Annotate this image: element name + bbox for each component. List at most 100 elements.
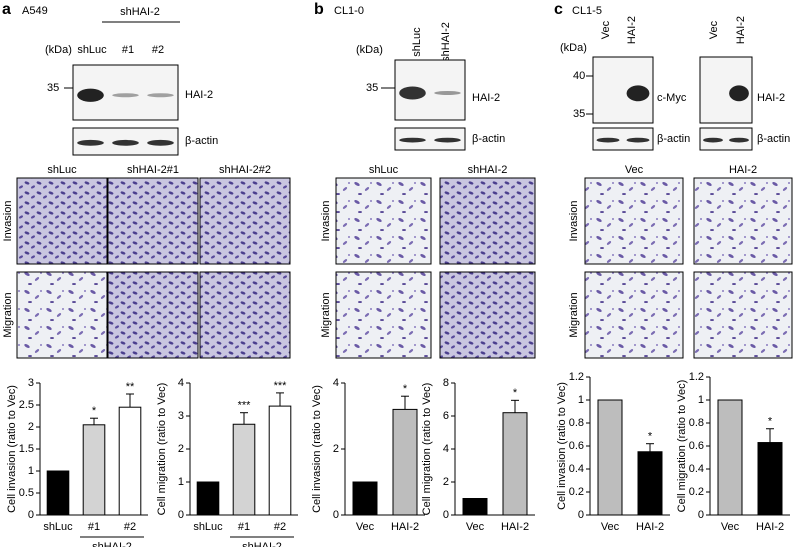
lane-label: shHAI-2	[440, 22, 452, 62]
image-column-label: shHAI-2#2	[219, 164, 271, 176]
bar	[717, 399, 743, 516]
band	[147, 93, 174, 98]
micrograph	[16, 177, 108, 265]
band	[434, 137, 461, 143]
panel-letter: c	[554, 1, 563, 18]
x-tick-label: Vec	[356, 521, 375, 533]
x-tick-label: #2	[124, 521, 136, 533]
lane-label: Vec	[600, 20, 612, 39]
bar	[352, 481, 378, 516]
y-axis-label: Cell migration (ratio to Vec)	[676, 380, 688, 513]
micrograph	[199, 271, 291, 359]
panel-letter: b	[314, 1, 324, 18]
cell-line: A549	[22, 5, 48, 17]
y-tick-label: 2	[443, 476, 449, 488]
x-tick-label: HAI-2	[501, 521, 529, 533]
image-row-label: Migration	[320, 292, 332, 337]
x-tick-label: #1	[238, 521, 250, 533]
y-tick-label: 2.5	[19, 399, 34, 411]
y-axis-label: Cell invasion (ratio to Vec)	[311, 385, 323, 513]
band	[729, 137, 749, 143]
image-column-label: shHAI-2	[468, 164, 508, 176]
image-row-label: Invasion	[568, 201, 580, 242]
y-tick-label: 3	[28, 377, 34, 389]
y-tick-label: 0	[178, 509, 184, 521]
y-axis-label: Cell migration (ratio to Vec)	[156, 383, 168, 516]
y-tick-label: 1	[698, 394, 704, 406]
micrograph	[584, 271, 684, 359]
x-tick-label: HAI-2	[756, 521, 784, 533]
band	[112, 139, 139, 146]
band	[626, 137, 650, 143]
blot-label: β-actin	[185, 135, 218, 147]
blot-label: β-actin	[472, 133, 505, 145]
y-tick-label: 4	[333, 377, 339, 389]
micrograph	[199, 177, 291, 265]
lane-label: #1	[122, 44, 134, 56]
bar	[118, 406, 142, 516]
y-tick-label: 0.6	[569, 440, 584, 452]
y-tick-label: 4	[443, 443, 449, 455]
micrograph	[693, 177, 793, 265]
y-axis-label: Cell migration (ratio to Vec)	[421, 383, 433, 516]
y-tick-label: 0	[698, 509, 704, 521]
image-column-label: shLuc	[369, 164, 399, 176]
lane-label: Vec	[708, 20, 720, 39]
image-column-label: Vec	[625, 164, 644, 176]
y-tick-label: 0	[333, 509, 339, 521]
image-column-label: shHAI-2#1	[127, 164, 179, 176]
marker-label: 35	[366, 82, 378, 94]
bar	[462, 498, 488, 516]
y-tick-label: 1	[28, 465, 34, 477]
y-tick-label: 1	[178, 476, 184, 488]
blot	[699, 127, 753, 151]
y-tick-label: 0.2	[569, 486, 584, 498]
micrograph	[584, 177, 684, 265]
bar	[196, 481, 220, 516]
bar	[82, 424, 106, 516]
band	[729, 85, 749, 102]
y-tick-label: 1.5	[19, 443, 34, 455]
band	[112, 93, 139, 98]
band	[626, 85, 650, 102]
x-tick-label: Vec	[466, 521, 485, 533]
y-tick-label: 4	[178, 377, 184, 389]
blot-label: HAI-2	[472, 92, 500, 104]
cell-line: CL1-0	[334, 5, 364, 17]
x-tick-label: Vec	[601, 521, 620, 533]
micrograph	[16, 271, 108, 359]
kda-label: (kDa)	[45, 44, 72, 56]
image-row-label: Migration	[2, 292, 14, 337]
y-tick-label: 0.8	[689, 417, 704, 429]
band	[703, 137, 723, 143]
bar	[597, 399, 623, 516]
y-tick-label: 8	[443, 377, 449, 389]
significance: *	[768, 416, 773, 428]
y-axis-label: Cell invasion (ratio to Vec)	[6, 385, 18, 513]
group-label: shHAI-2	[92, 541, 132, 547]
blot	[394, 127, 466, 151]
cell-line: CL1-5	[572, 5, 602, 17]
panel-letter: a	[2, 1, 11, 18]
band	[596, 137, 620, 143]
bar	[502, 412, 528, 516]
bar	[232, 423, 256, 516]
band	[77, 139, 104, 146]
y-tick-label: 0.8	[569, 417, 584, 429]
image-row-label: Invasion	[320, 201, 332, 242]
significance: **	[126, 381, 135, 393]
blot-label: β-actin	[657, 133, 690, 145]
x-tick-label: shLuc	[193, 521, 223, 533]
blot	[592, 127, 654, 151]
micrograph	[439, 177, 536, 265]
lane-label: HAI-2	[735, 16, 747, 44]
x-tick-label: HAI-2	[391, 521, 419, 533]
lane-label: HAI-2	[626, 16, 638, 44]
kda-label: (kDa)	[560, 42, 587, 54]
band	[77, 88, 104, 102]
x-tick-label: HAI-2	[636, 521, 664, 533]
marker-label: 40	[573, 70, 585, 82]
y-tick-label: 1.2	[689, 371, 704, 383]
kda-label: (kDa)	[356, 44, 383, 56]
y-tick-label: 2	[28, 421, 34, 433]
